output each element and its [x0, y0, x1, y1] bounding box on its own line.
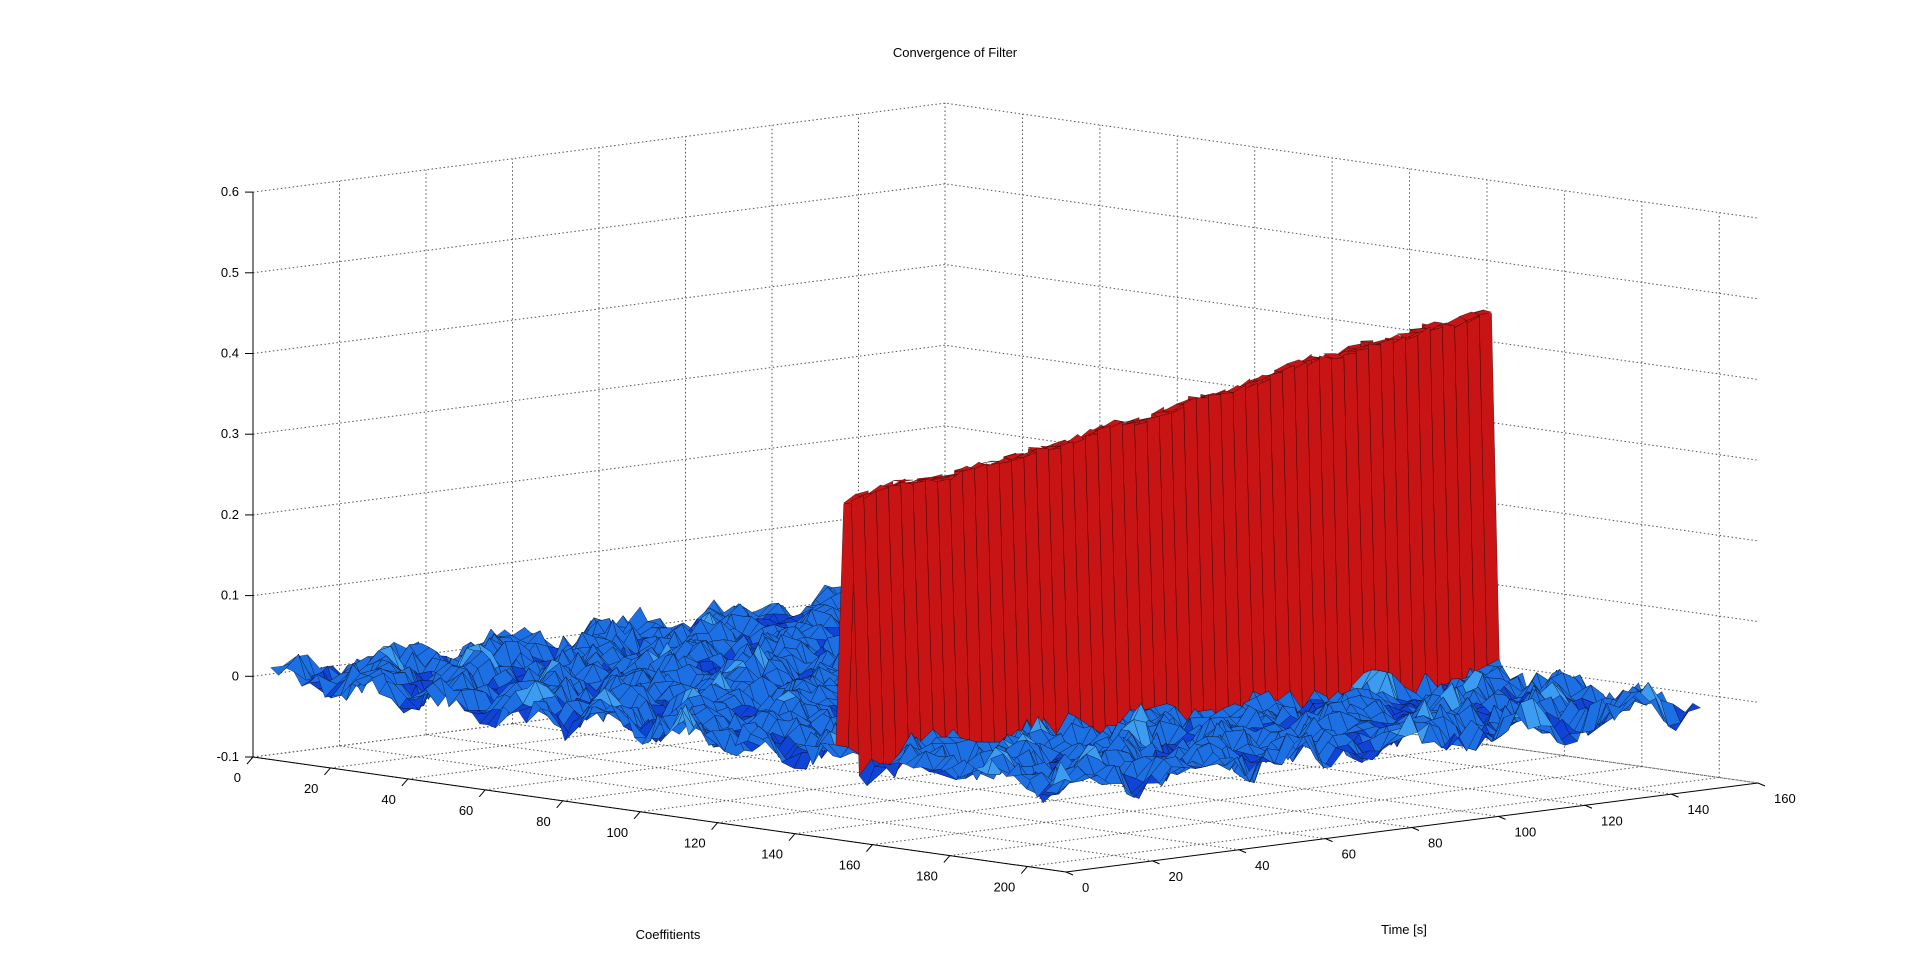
gridline-z [253, 345, 1758, 460]
surface-patch [893, 480, 913, 482]
gridline-z [253, 103, 1758, 218]
surface-layer [271, 310, 1701, 803]
gridline-z [253, 184, 1758, 299]
gridline-z [253, 265, 1758, 380]
